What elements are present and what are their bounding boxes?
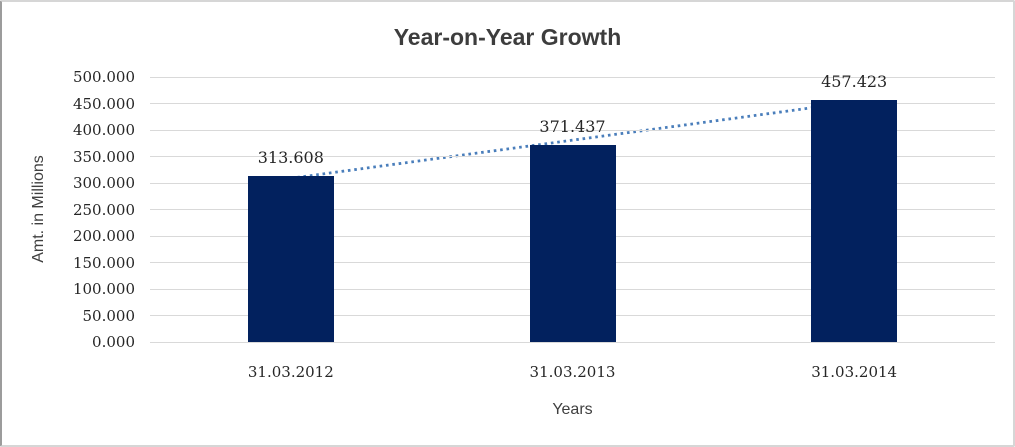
gridline bbox=[150, 341, 995, 343]
data-label: 371.437 bbox=[539, 117, 606, 137]
y-tick-label: 400.000 bbox=[72, 121, 135, 139]
y-tick-label: 500.000 bbox=[72, 68, 135, 86]
gridline bbox=[150, 129, 995, 131]
x-axis-title: Years bbox=[552, 401, 593, 418]
y-tick-label: 350.000 bbox=[72, 147, 135, 166]
x-tick-label: 31.03.2012 bbox=[247, 363, 334, 381]
y-tick-label: 0.000 bbox=[92, 333, 135, 351]
y-tick-label: 300.000 bbox=[72, 174, 135, 192]
bar bbox=[529, 145, 616, 342]
y-tick-label: 200.000 bbox=[72, 227, 135, 245]
y-tick-label: 150.000 bbox=[72, 253, 135, 272]
x-tick-label: 31.03.2013 bbox=[529, 363, 616, 381]
bar bbox=[811, 99, 898, 342]
data-label: 457.423 bbox=[821, 71, 888, 91]
y-tick-label: 250.000 bbox=[72, 200, 135, 219]
chart-title: Year-on-Year Growth bbox=[393, 24, 622, 50]
gridline bbox=[150, 76, 995, 78]
data-label: 313.608 bbox=[257, 147, 324, 167]
y-tick-label: 50.000 bbox=[82, 306, 136, 325]
x-tick-label: 31.03.2014 bbox=[811, 363, 898, 381]
bar bbox=[247, 175, 334, 342]
y-tick-label: 100.000 bbox=[72, 280, 135, 298]
y-tick-label: 450.000 bbox=[72, 94, 135, 113]
gridline bbox=[150, 103, 995, 104]
